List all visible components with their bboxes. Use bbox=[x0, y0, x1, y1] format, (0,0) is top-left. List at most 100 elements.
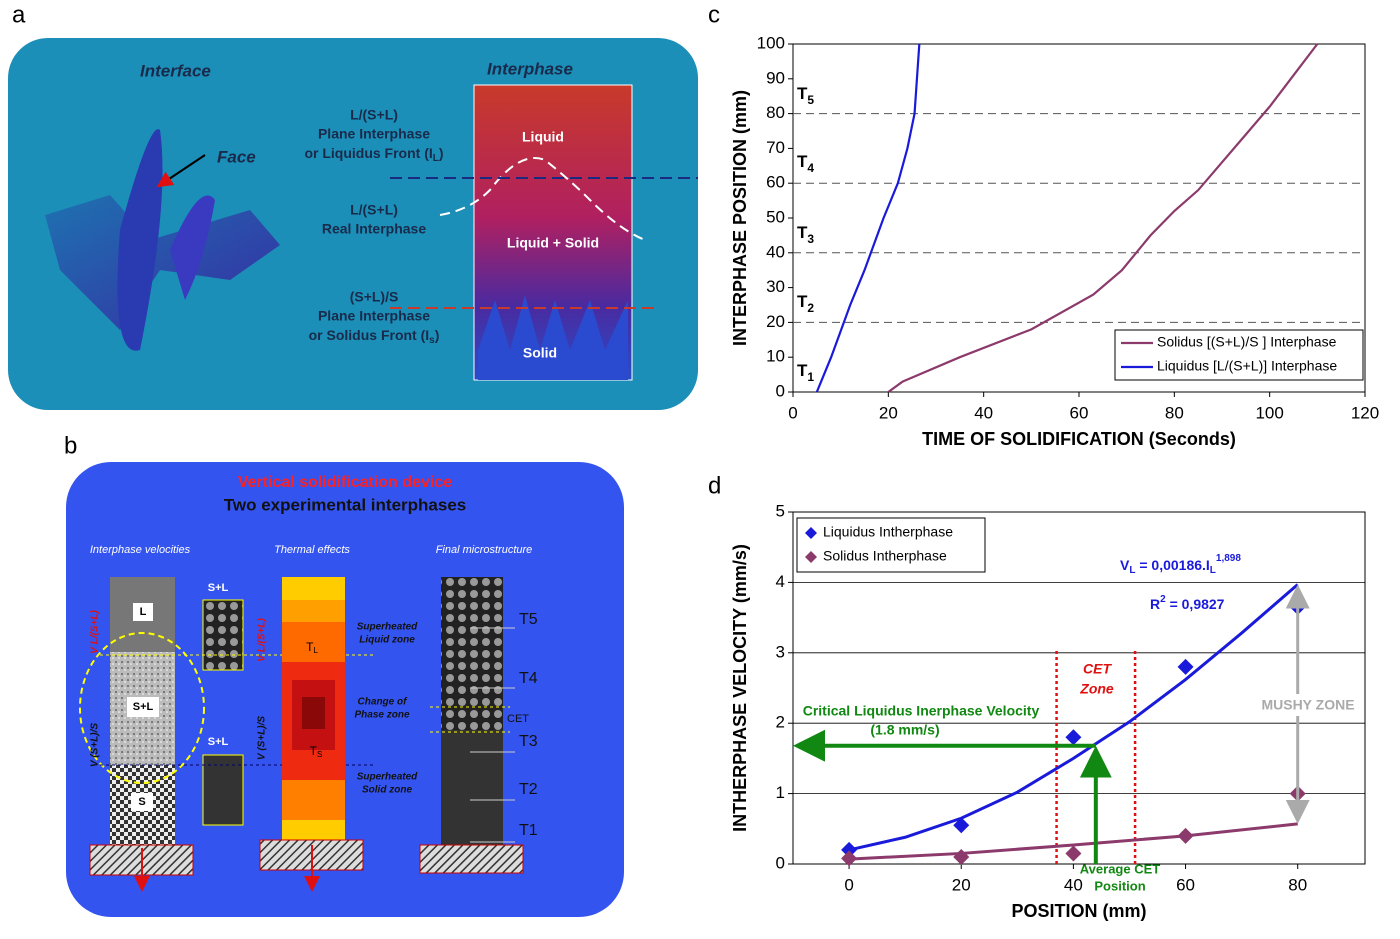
x-tick-label: 120 bbox=[1351, 403, 1379, 422]
x-tick-label: 0 bbox=[788, 403, 797, 422]
zone-label: Liquid + Solid bbox=[507, 235, 599, 251]
y-tick-label: 30 bbox=[766, 277, 785, 296]
y-tick-label: 10 bbox=[766, 347, 785, 366]
velocity-label: V (S+L)/S bbox=[257, 716, 268, 761]
y-tick-label: 1 bbox=[776, 783, 785, 802]
y-tick-label: 100 bbox=[757, 33, 785, 52]
label: T bbox=[797, 84, 808, 103]
superscript: 1,898 bbox=[1216, 553, 1241, 564]
level-label: T2 bbox=[797, 292, 814, 315]
label: = 0,9827 bbox=[1166, 596, 1225, 612]
y-tick-label: 80 bbox=[766, 103, 785, 122]
x-tick-label: 80 bbox=[1165, 403, 1184, 422]
equation: VL = 0,00186.IL1,898 bbox=[1120, 553, 1241, 576]
phase-label: L bbox=[140, 606, 147, 618]
figure: a b c d Interface Interphase Face Liquid… bbox=[0, 0, 1400, 934]
phase-label: S+L bbox=[133, 701, 154, 713]
label: L/(S+L) bbox=[350, 107, 398, 123]
y-tick-label: 70 bbox=[766, 138, 785, 157]
legend-label: Liquidus [L/(S+L)] Interphase bbox=[1157, 358, 1337, 374]
zone-label: Liquid bbox=[522, 129, 564, 145]
zone-label: Phase zone bbox=[354, 710, 409, 721]
position-label: CET bbox=[507, 713, 529, 725]
subscript: 5 bbox=[807, 93, 814, 107]
y-tick-label: 3 bbox=[776, 642, 785, 661]
label: T bbox=[797, 223, 808, 242]
band bbox=[282, 780, 345, 820]
label: ) bbox=[435, 327, 440, 343]
x-axis-label: POSITION (mm) bbox=[1011, 901, 1146, 921]
band bbox=[302, 697, 325, 729]
annotation: Zone bbox=[1079, 681, 1114, 697]
level-label: T3 bbox=[797, 223, 814, 246]
panel-label: d bbox=[708, 472, 721, 499]
data-point bbox=[1065, 729, 1081, 745]
zone-label: Superheated bbox=[357, 772, 418, 783]
band bbox=[282, 600, 345, 622]
x-axis-label: TIME OF SOLIDIFICATION (Seconds) bbox=[922, 429, 1236, 449]
legend-label: Solidus [(S+L)/S ] Interphase bbox=[1157, 334, 1337, 350]
x-tick-label: 60 bbox=[1176, 875, 1195, 894]
y-tick-label: 40 bbox=[766, 242, 785, 261]
panel-b: Vertical solidification device Two exper… bbox=[66, 462, 624, 917]
title: Interface bbox=[140, 61, 211, 80]
legend-label: Liquidus Intherphase bbox=[823, 524, 953, 540]
label: or Solidus Front (I bbox=[309, 327, 430, 343]
annotation: CET bbox=[1083, 661, 1112, 677]
annotation: Critical Liquidus Inerphase Velocity bbox=[803, 703, 1040, 719]
y-axis-label: INTHERPHASE VELOCITY (mm/s) bbox=[730, 544, 750, 832]
label: Plane Interphase bbox=[318, 308, 430, 324]
y-tick-label: 50 bbox=[766, 207, 785, 226]
subscript: 2 bbox=[807, 301, 814, 315]
data-point bbox=[1065, 845, 1081, 861]
panel-label: c bbox=[708, 1, 720, 28]
x-tick-label: 40 bbox=[974, 403, 993, 422]
y-tick-label: 0 bbox=[776, 381, 785, 400]
position-label: T3 bbox=[519, 733, 538, 750]
label: T bbox=[797, 292, 808, 311]
label: ) bbox=[439, 145, 444, 161]
y-axis-label: INTERPHASE POSITION (mm) bbox=[730, 90, 750, 346]
y-tick-label: 60 bbox=[766, 173, 785, 192]
label: T bbox=[797, 361, 808, 380]
subscript: 4 bbox=[807, 161, 814, 175]
series-line bbox=[817, 44, 919, 392]
y-tick-label: 20 bbox=[766, 312, 785, 331]
x-tick-label: 0 bbox=[844, 875, 853, 894]
title: Vertical solidification device bbox=[238, 474, 452, 491]
inset bbox=[203, 600, 243, 670]
columnar-zone bbox=[441, 730, 503, 845]
x-tick-label: 80 bbox=[1288, 875, 1307, 894]
data-point bbox=[1178, 659, 1194, 675]
label: = 0,00186.I bbox=[1135, 557, 1209, 573]
level-label: T5 bbox=[797, 84, 814, 107]
r-squared: R2 = 0,9827 bbox=[1150, 594, 1225, 612]
y-tick-label: 2 bbox=[776, 713, 785, 732]
panel-a: Interface Interphase Face Liquid Liquid … bbox=[8, 38, 698, 410]
y-tick-label: 90 bbox=[766, 68, 785, 87]
base bbox=[420, 845, 523, 873]
label: Face bbox=[217, 147, 256, 166]
annotation: (1.8 mm/s) bbox=[870, 722, 939, 738]
zone-label: Change of bbox=[358, 697, 409, 708]
subscript: S bbox=[317, 750, 322, 759]
chart: 0102030405060708090100020406080100120TIM… bbox=[730, 33, 1379, 448]
column-title: Final microstructure bbox=[436, 544, 533, 556]
velocity-label: V (S+L)/S bbox=[90, 723, 101, 768]
legend-label: Solidus Intherphase bbox=[823, 548, 947, 564]
zone-label: Solid zone bbox=[362, 785, 412, 796]
position-label: T1 bbox=[519, 822, 538, 839]
column-title: Thermal effects bbox=[274, 544, 350, 556]
y-tick-label: 5 bbox=[776, 501, 785, 520]
annotation: Position bbox=[1094, 878, 1145, 893]
subtitle: Two experimental interphases bbox=[224, 495, 466, 514]
x-tick-label: 100 bbox=[1255, 403, 1283, 422]
annotation: MUSHY ZONE bbox=[1261, 697, 1354, 713]
x-tick-label: 60 bbox=[1070, 403, 1089, 422]
velocity-label: V L/(S+L) bbox=[90, 610, 101, 654]
label: (S+L)/S bbox=[350, 289, 399, 305]
label: Real Interphase bbox=[322, 221, 426, 237]
zone-label: Liquid zone bbox=[359, 635, 415, 646]
annotation: Average CET bbox=[1080, 861, 1160, 876]
panel-label: a bbox=[12, 1, 26, 28]
